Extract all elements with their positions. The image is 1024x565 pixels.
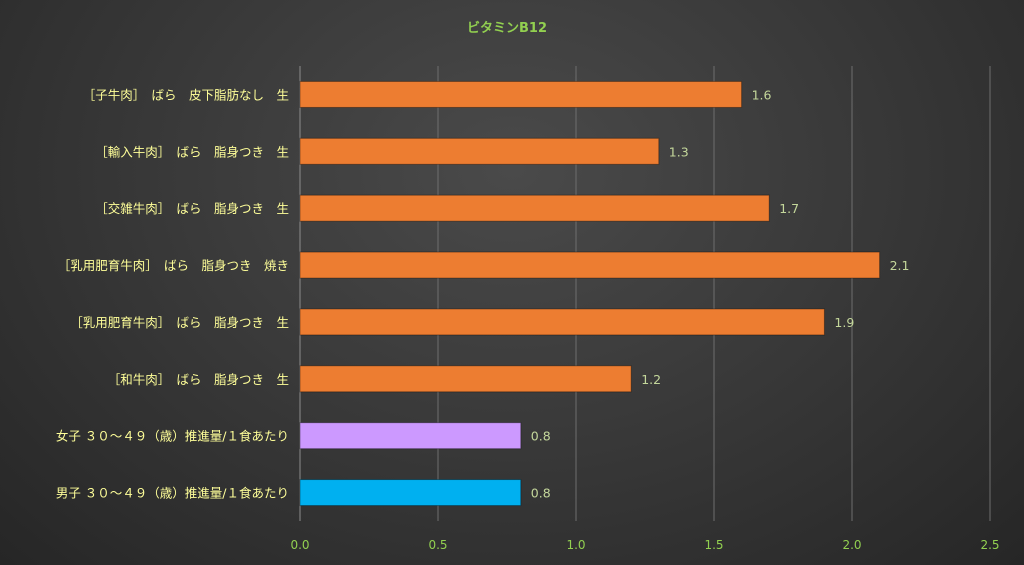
x-tick-label: 2.5 [980, 538, 999, 552]
value-label: 1.7 [779, 201, 799, 216]
value-label: 1.9 [834, 315, 854, 330]
bar [299, 479, 522, 507]
category-label: ［和牛肉］ ばら 脂身つき 生 [108, 372, 289, 387]
x-tick-label: 0.5 [428, 538, 447, 552]
category-label: ［乳用肥育牛肉］ ばら 脂身つき 生 [70, 315, 289, 330]
value-label: 1.2 [641, 372, 661, 387]
x-tick-label: 2.0 [842, 538, 861, 552]
x-tick-label: 0.0 [290, 538, 309, 552]
category-label: ［乳用肥育牛肉］ ばら 脂身つき 焼き [58, 258, 289, 273]
category-label: 女子 ３０～４９（歳）推進量/１食あたり [56, 429, 289, 444]
bar [299, 80, 743, 108]
value-label: 0.8 [531, 486, 551, 501]
category-label: ［交雑牛肉］ ばら 脂身つき 生 [95, 201, 289, 216]
value-label: 1.6 [752, 87, 772, 102]
labels: 0.0 0.5 1.0 1.5 2.0 2.5 ［子牛肉］ ばら 皮下脂肪なし 生 1.6 ［輸… [56, 87, 1000, 552]
bar [299, 308, 825, 336]
bar [299, 251, 881, 279]
x-tick-label: 1.0 [566, 538, 585, 552]
value-label: 0.8 [531, 429, 551, 444]
value-label: 2.1 [890, 258, 910, 273]
bar [299, 194, 770, 222]
chart-title: ビタミンB12 [467, 20, 547, 36]
bar [299, 137, 660, 165]
category-label: 男子 ３０～４９（歳）推進量/１食あたり [56, 486, 289, 501]
bars [299, 80, 881, 507]
category-label: ［輸入牛肉］ ばら 脂身つき 生 [95, 144, 289, 159]
bar [299, 422, 522, 450]
bar [299, 365, 632, 393]
value-label: 1.3 [669, 144, 689, 159]
x-tick-label: 1.5 [704, 538, 723, 552]
category-label: ［子牛肉］ ばら 皮下脂肪なし 生 [83, 87, 289, 102]
gridlines [299, 66, 991, 521]
